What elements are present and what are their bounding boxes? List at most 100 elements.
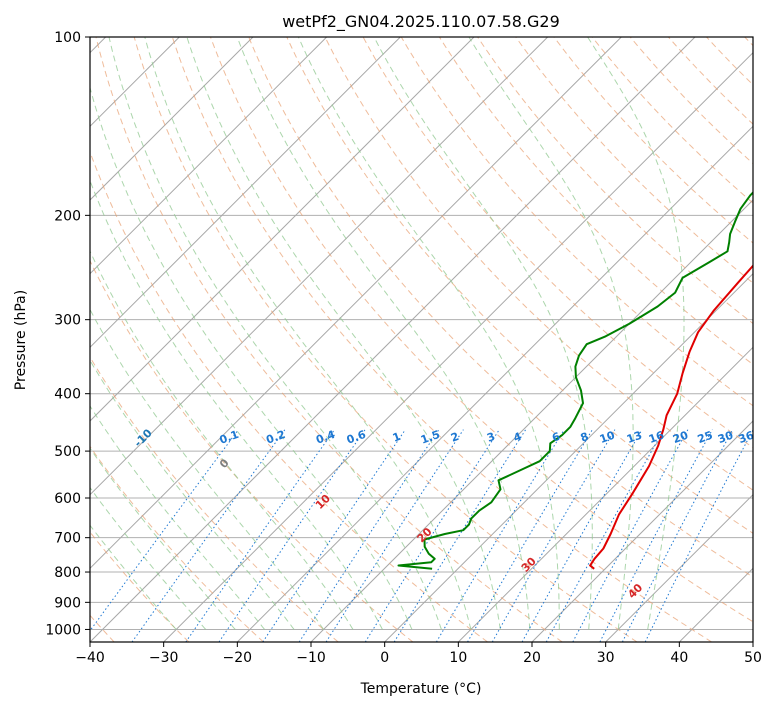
- x-tick-label: −20: [223, 650, 253, 666]
- mixing-ratio-label: 0.6: [345, 428, 368, 447]
- y-tick-label: 900: [54, 595, 81, 611]
- isotherm-line: [752, 641, 753, 642]
- x-tick-label: 20: [523, 650, 541, 666]
- dry-adiabat-label: 10: [313, 492, 333, 512]
- dry-adiabat-line: [90, 150, 488, 642]
- mixing-ratio-label: 20: [671, 428, 690, 446]
- moist-adiabat-line: [373, 37, 593, 630]
- isotherm-line: [90, 37, 696, 642]
- dry-adiabat-line: [90, 445, 264, 642]
- mixing-ratio-line: [572, 429, 689, 642]
- x-tick-label: 0: [380, 650, 389, 666]
- chart-title: wetPf2_GN04.2025.110.07.58.G29: [282, 12, 560, 32]
- dry-adiabat-line: [477, 37, 753, 325]
- moist-adiabat-line: [144, 37, 472, 630]
- moist-adiabat-line: [587, 37, 685, 630]
- x-tick-label: −40: [75, 650, 105, 666]
- y-tick-label: 800: [54, 565, 81, 581]
- mixing-ratio-line: [218, 429, 366, 642]
- y-tick-label: 1000: [45, 622, 81, 638]
- moist-adiabat-line: [90, 405, 265, 630]
- dry-adiabat-line: [400, 37, 753, 407]
- dry-adiabat-label: 40: [625, 581, 645, 601]
- dry-adiabat-line: [553, 37, 753, 244]
- moist-adiabat-line: [90, 486, 207, 630]
- mixing-ratio-label: 16: [647, 428, 666, 446]
- mixing-ratio-line: [185, 429, 335, 642]
- x-tick-label: 30: [597, 650, 615, 666]
- isotherm-line: [90, 37, 254, 201]
- mixing-ratio-line: [364, 429, 500, 642]
- temperature-profile-line: [589, 264, 753, 570]
- dry-adiabat-line: [629, 37, 753, 165]
- mixing-ratio-label: 1.5: [419, 428, 442, 447]
- moist-adiabat-line: [297, 37, 560, 630]
- isotherm-line: [236, 125, 753, 642]
- mixing-ratio-label: 3: [485, 430, 497, 445]
- plot-area: [90, 37, 753, 642]
- y-tick-label: 700: [54, 531, 81, 547]
- dry-adiabat-line: [668, 37, 753, 125]
- mixing-ratio-label: 25: [696, 429, 715, 446]
- mixing-ratio-label: 2: [449, 430, 461, 445]
- isotherm-line: [457, 346, 753, 642]
- moist-adiabat-line: [108, 37, 442, 630]
- adiabat-labels: 0.10.20.40.611.52346810131620253036-100-…: [132, 426, 756, 601]
- moist-adiabat-line: [90, 250, 354, 630]
- moist-adiabat-line: [236, 37, 531, 630]
- isotherm-line: [90, 37, 475, 422]
- dry-adiabat-line: [248, 37, 753, 578]
- y-tick-label: 200: [54, 208, 81, 224]
- isotherm-line: [90, 37, 549, 496]
- isotherm-line: [310, 199, 753, 642]
- mixing-ratio-line: [90, 429, 239, 632]
- mixing-ratio-label: 8: [579, 430, 591, 445]
- y-tick-label: 500: [54, 444, 81, 460]
- mixing-ratio-line: [262, 429, 406, 642]
- isotherm-line: [678, 567, 753, 642]
- isotherm-line: [605, 493, 753, 642]
- moist-adiabat-line: [90, 524, 177, 630]
- moist-adiabat-line: [90, 359, 295, 630]
- mixing-ratio-label: 36: [737, 428, 756, 446]
- moist-adiabat-line: [90, 86, 413, 630]
- dry-adiabat-line: [210, 37, 753, 623]
- isotherm-line: [90, 37, 622, 570]
- mixing-ratio-label: 4: [512, 430, 524, 445]
- moist-adiabat-line: [90, 179, 383, 630]
- mixing-ratio-label: 0.1: [218, 428, 241, 447]
- mixing-ratio-line: [491, 429, 616, 642]
- mixing-ratio-line: [599, 429, 713, 642]
- dry-adiabat-line: [171, 37, 712, 642]
- dry-adiabat-line: [90, 259, 414, 642]
- x-tick-label: −10: [296, 650, 326, 666]
- mixing-ratio-label: 0.4: [314, 428, 337, 447]
- dewpoint-profile-line: [397, 191, 753, 570]
- mixing-ratio-label: 13: [625, 429, 644, 446]
- mixing-ratio-label: 30: [716, 428, 735, 446]
- x-tick-label: 40: [670, 650, 688, 666]
- moist-adiabat-line: [468, 37, 634, 630]
- x-tick-label: 10: [449, 650, 467, 666]
- dry-adiabat-line: [95, 37, 563, 642]
- dry-adiabat-line: [744, 37, 753, 47]
- mixing-ratio-line: [467, 429, 593, 642]
- isotherm-line: [531, 420, 753, 642]
- mixing-ratio-line: [435, 429, 565, 642]
- isotherm-line: [384, 272, 753, 642]
- isotherm-line: [90, 37, 401, 349]
- dry-adiabat-line: [362, 37, 753, 449]
- dry-adiabat-line: [591, 37, 753, 204]
- plot-frame: [89, 36, 754, 643]
- isotherm-line: [163, 51, 753, 642]
- moist-adiabat-line: [90, 447, 236, 630]
- mixing-ratio-line: [521, 429, 643, 642]
- dry-adiabat-line: [706, 37, 753, 86]
- x-tick-label: −30: [149, 650, 179, 666]
- mixing-ratio-line: [644, 429, 753, 642]
- x-tick-label: 50: [744, 650, 762, 666]
- y-axis-label: Pressure (hPa): [13, 290, 29, 390]
- mixing-ratio-line: [393, 429, 527, 642]
- mixing-ratio-line: [131, 429, 286, 642]
